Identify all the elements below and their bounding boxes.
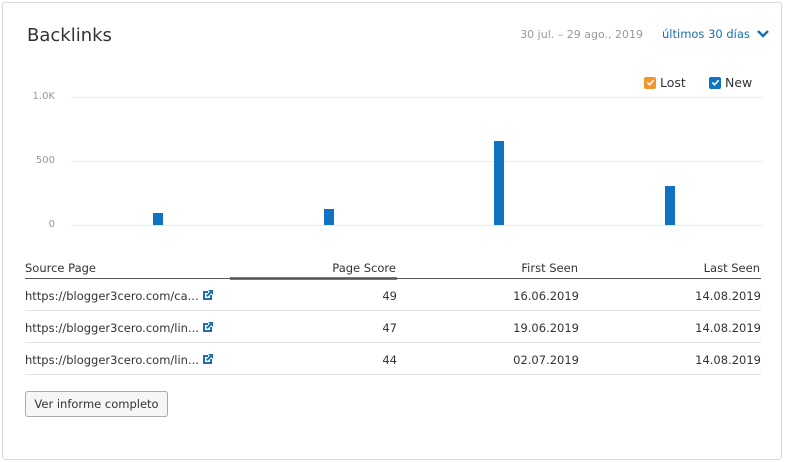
source-link[interactable]: https://blogger3cero.com/lin...: [25, 321, 199, 335]
last-seen: 14.08.2019: [695, 321, 761, 335]
checkbox-icon[interactable]: [709, 76, 721, 89]
header-last-seen[interactable]: Last Seen: [703, 261, 760, 275]
gridline: [71, 97, 763, 98]
date-range: 30 jul. – 29 ago., 2019: [520, 28, 643, 41]
table-row: https://blogger3cero.com/lin... 44 02.07…: [25, 343, 761, 375]
period-label: últimos 30 días: [662, 27, 750, 41]
last-seen: 14.08.2019: [695, 289, 761, 303]
table-row: https://blogger3cero.com/ca... 49 16.06.…: [25, 279, 761, 311]
checkbox-icon[interactable]: [644, 76, 656, 89]
first-seen: 02.07.2019: [513, 353, 579, 367]
external-link-icon[interactable]: [202, 289, 214, 301]
bar-new[interactable]: [324, 209, 334, 225]
y-tick: 500: [35, 155, 55, 166]
period-dropdown[interactable]: últimos 30 días: [662, 27, 770, 41]
first-seen: 16.06.2019: [513, 289, 579, 303]
source-link[interactable]: https://blogger3cero.com/lin...: [25, 353, 199, 367]
legend-lost[interactable]: Lost: [644, 75, 686, 90]
legend-label: Lost: [660, 75, 686, 90]
chevron-down-icon: [757, 30, 769, 38]
first-seen: 19.06.2019: [513, 321, 579, 335]
table-row: https://blogger3cero.com/lin... 47 19.06…: [25, 311, 761, 343]
gridline: [71, 161, 763, 162]
header-divider: [25, 278, 761, 279]
page-score: 47: [382, 321, 397, 335]
page-score: 49: [382, 289, 397, 303]
bar-new[interactable]: [494, 141, 504, 225]
legend-new[interactable]: New: [709, 75, 752, 90]
page-score: 44: [382, 353, 397, 367]
gridline: [71, 225, 763, 226]
header-page-score[interactable]: Page Score: [332, 261, 396, 275]
bar-new[interactable]: [153, 213, 163, 225]
card-title: Backlinks: [27, 25, 112, 46]
header-first-seen[interactable]: First Seen: [521, 261, 578, 275]
y-tick: 1.0K: [32, 91, 55, 102]
y-tick: 0: [48, 219, 55, 230]
header-source-page[interactable]: Source Page: [25, 261, 96, 275]
full-report-button[interactable]: Ver informe completo: [25, 391, 168, 417]
bar-new[interactable]: [665, 185, 675, 225]
external-link-icon[interactable]: [202, 353, 214, 365]
external-link-icon[interactable]: [202, 321, 214, 333]
source-link[interactable]: https://blogger3cero.com/ca...: [25, 289, 199, 303]
legend-label: New: [725, 75, 753, 90]
last-seen: 14.08.2019: [695, 353, 761, 367]
